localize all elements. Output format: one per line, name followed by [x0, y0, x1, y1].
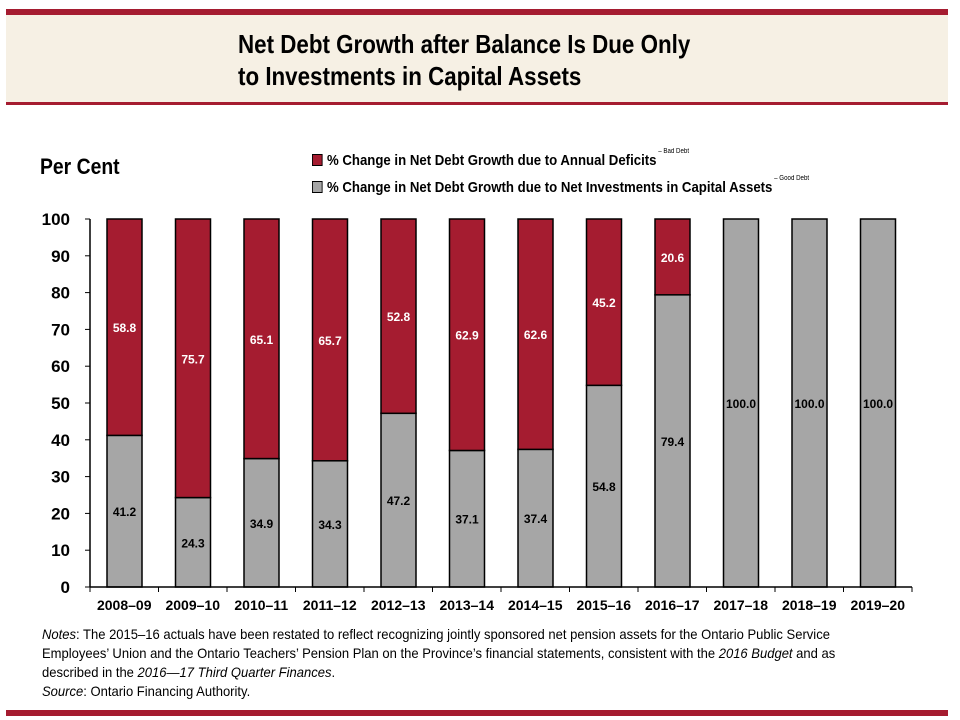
- data-label: 58.8: [113, 321, 137, 335]
- y-tick-label: 60: [51, 357, 70, 376]
- footer-band: [6, 710, 948, 716]
- y-axis-label: Per Cent: [40, 154, 120, 179]
- bar-segment: [311, 218, 349, 462]
- bar-segment: [311, 460, 349, 588]
- x-tick-label: 2019–20: [850, 597, 905, 613]
- notes-text: : The 2015–16 actuals have been restated…: [42, 626, 830, 661]
- legend-label: % Change in Net Debt Growth due to Annua…: [326, 152, 657, 169]
- data-label: 47.2: [387, 494, 411, 508]
- legend-swatch-red: [312, 154, 323, 166]
- data-label: 65.7: [318, 334, 342, 348]
- x-tick-label: 2011–12: [303, 597, 357, 613]
- bar-segment: [106, 218, 143, 437]
- y-tick-label: 40: [51, 431, 70, 450]
- bar-segment: [243, 218, 280, 460]
- legend-annotation: – Good Debt: [774, 175, 810, 182]
- y-tick-label: 10: [51, 541, 70, 560]
- bar-segment: [791, 218, 828, 588]
- data-label: 20.6: [661, 251, 685, 265]
- x-tick-label: 2013–14: [439, 597, 494, 613]
- legend-item-investments: % Change in Net Debt Growth due to Net I…: [312, 175, 809, 196]
- stacked-bar-chart: 41.2 58.8 2008–09 24.3 75.7 2009–10 34.9 65.1 20…: [42, 210, 913, 613]
- x-tick-label: 2008–09: [97, 597, 152, 613]
- notes-italic: 2016 Budget: [718, 645, 793, 661]
- source-label: Source: [42, 683, 84, 699]
- bar-segment: [517, 218, 554, 451]
- bar-segment: [654, 218, 691, 296]
- y-tick-label: 30: [51, 468, 70, 487]
- notes-text: and as described in the: [42, 645, 836, 680]
- x-tick-label: 2015–16: [576, 597, 631, 613]
- legend-swatch-grey: [312, 181, 323, 193]
- data-label: 65.1: [250, 333, 274, 347]
- y-tick-label: 100: [42, 210, 70, 229]
- bar-segment: [585, 218, 623, 387]
- data-label: 54.8: [592, 480, 616, 494]
- y-tick-label: 80: [51, 284, 70, 303]
- legend-label: % Change in Net Debt Growth due to Net I…: [326, 179, 773, 196]
- header-band: [6, 9, 948, 105]
- x-tick-label: 2016–17: [645, 597, 700, 613]
- x-tick-label: 2009–10: [165, 597, 220, 613]
- data-label: 37.4: [524, 512, 548, 526]
- data-label: 24.3: [181, 536, 205, 550]
- data-label: 62.6: [524, 328, 548, 342]
- bar-segment: [174, 496, 212, 588]
- y-tick-label: 90: [51, 247, 70, 266]
- notes-text: .: [331, 664, 336, 680]
- data-label: 100.0: [794, 397, 824, 411]
- data-label: 62.9: [455, 329, 479, 343]
- bar-segment: [380, 412, 417, 588]
- source-text: : Ontario Financing Authority.: [83, 683, 251, 699]
- bar-segment: [585, 384, 623, 588]
- data-label: 100.0: [863, 397, 893, 411]
- bar-segment: [174, 218, 212, 499]
- bar-segment: [448, 449, 486, 588]
- y-tick-label: 50: [51, 394, 70, 413]
- notes: Notes: The 2015–16 actuals have been res…: [42, 625, 879, 701]
- y-tick-label: 0: [61, 578, 70, 597]
- data-label: 45.2: [592, 296, 616, 310]
- bar-segment: [380, 218, 417, 415]
- bar-segment: [448, 218, 486, 452]
- title-line-1: Net Debt Growth after Balance Is Due Onl…: [238, 29, 691, 59]
- legend-item-deficits: % Change in Net Debt Growth due to Annua…: [312, 148, 689, 169]
- data-label: 34.9: [250, 517, 274, 531]
- data-label: 79.4: [661, 435, 685, 449]
- notes-label: Notes: [42, 626, 77, 642]
- bar-segment: [517, 448, 554, 588]
- data-label: 100.0: [726, 397, 756, 411]
- x-tick-label: 2012–13: [371, 597, 426, 613]
- data-label: 34.3: [318, 518, 342, 532]
- data-label: 75.7: [181, 352, 205, 366]
- data-label: 52.8: [387, 310, 411, 324]
- notes-italic: 2016—17 Third Quarter Finances: [137, 664, 332, 680]
- title-line-2: to Investments in Capital Assets: [238, 61, 582, 91]
- page-title: Net Debt Growth after Balance Is Due Onl…: [238, 28, 690, 92]
- bar-segment: [243, 457, 280, 588]
- x-tick-label: 2017–18: [713, 597, 768, 613]
- y-tick-label: 70: [51, 320, 70, 339]
- y-tick-label: 20: [51, 504, 70, 523]
- x-tick-label: 2014–15: [508, 597, 563, 613]
- data-label: 37.1: [455, 513, 479, 527]
- x-tick-label: 2010–11: [234, 597, 288, 613]
- legend-annotation: – Bad Debt: [658, 148, 690, 155]
- data-label: 41.2: [113, 505, 137, 519]
- x-tick-label: 2018–19: [782, 597, 837, 613]
